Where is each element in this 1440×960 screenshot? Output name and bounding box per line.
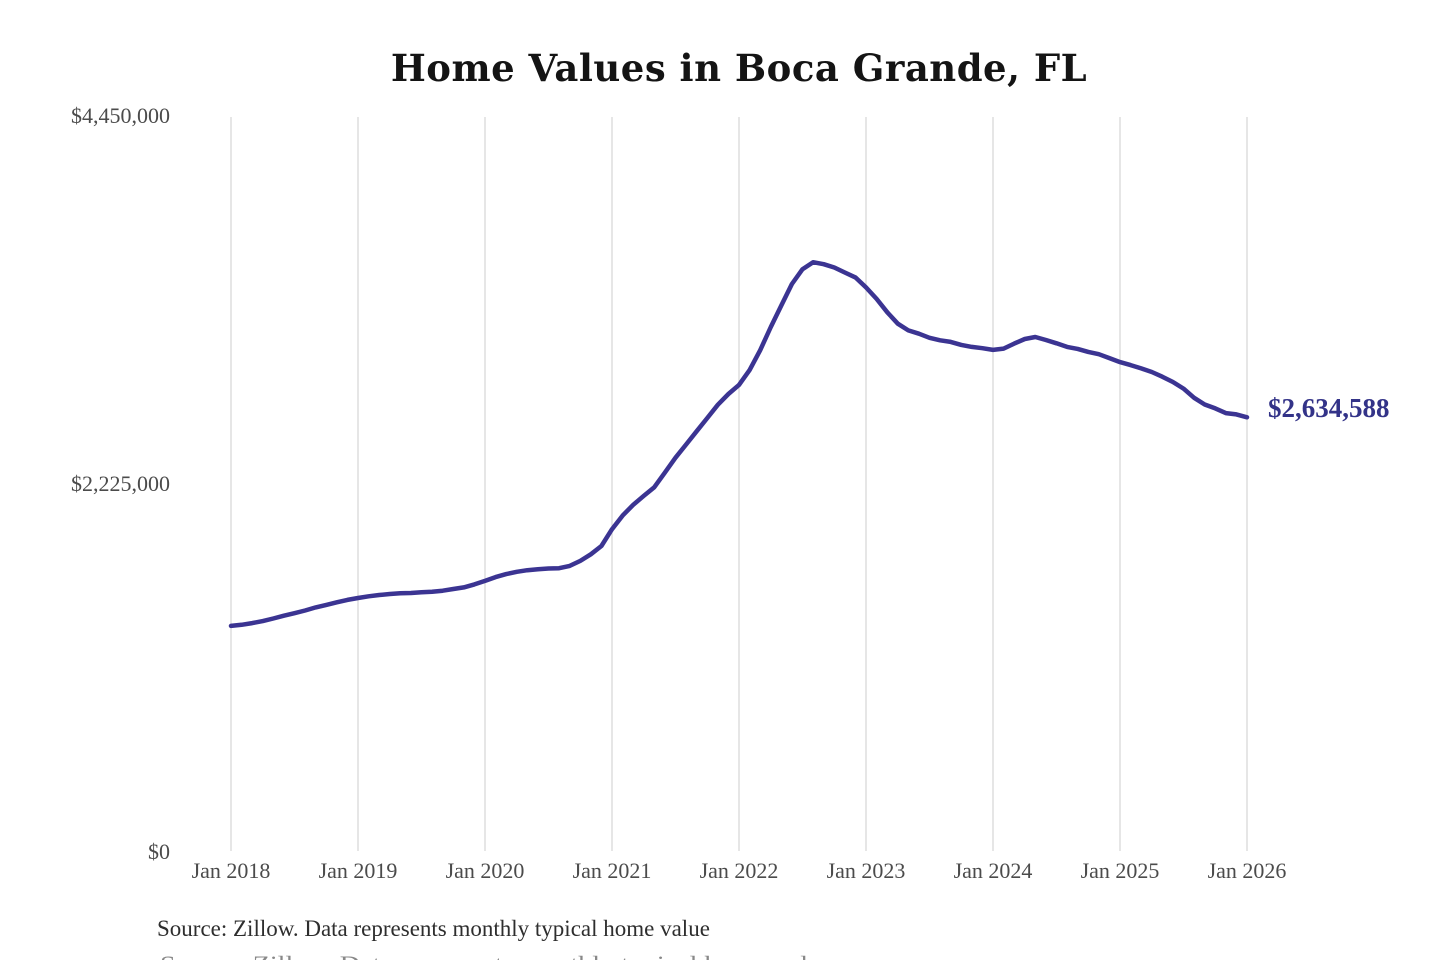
x-tick-label: Jan 2025 bbox=[1080, 858, 1160, 883]
x-tick-label: Jan 2021 bbox=[572, 858, 652, 883]
current-value-label: $2,634,588 bbox=[1268, 393, 1390, 424]
y-tick-label: $4,450,000 bbox=[71, 103, 170, 128]
y-tick-label: $0 bbox=[148, 839, 170, 864]
x-tick-label: Jan 2023 bbox=[826, 858, 906, 883]
x-tick-label: Jan 2024 bbox=[953, 858, 1033, 883]
home-value-line bbox=[228, 259, 1250, 629]
x-tick-label: Jan 2026 bbox=[1207, 858, 1287, 883]
y-tick-label: $2,225,000 bbox=[71, 471, 170, 496]
chart-title: Home Values in Boca Grande, FL bbox=[390, 46, 1088, 90]
cutoff-text-sliver: Source: Zillow. Data represents monthly … bbox=[160, 952, 835, 960]
x-tick-label: Jan 2018 bbox=[191, 858, 271, 883]
source-note: Source: Zillow. Data represents monthly … bbox=[157, 916, 710, 941]
x-tick-label: Jan 2022 bbox=[699, 858, 779, 883]
gridlines bbox=[230, 117, 1248, 851]
x-tick-label: Jan 2020 bbox=[445, 858, 525, 883]
x-tick-label: Jan 2019 bbox=[318, 858, 398, 883]
